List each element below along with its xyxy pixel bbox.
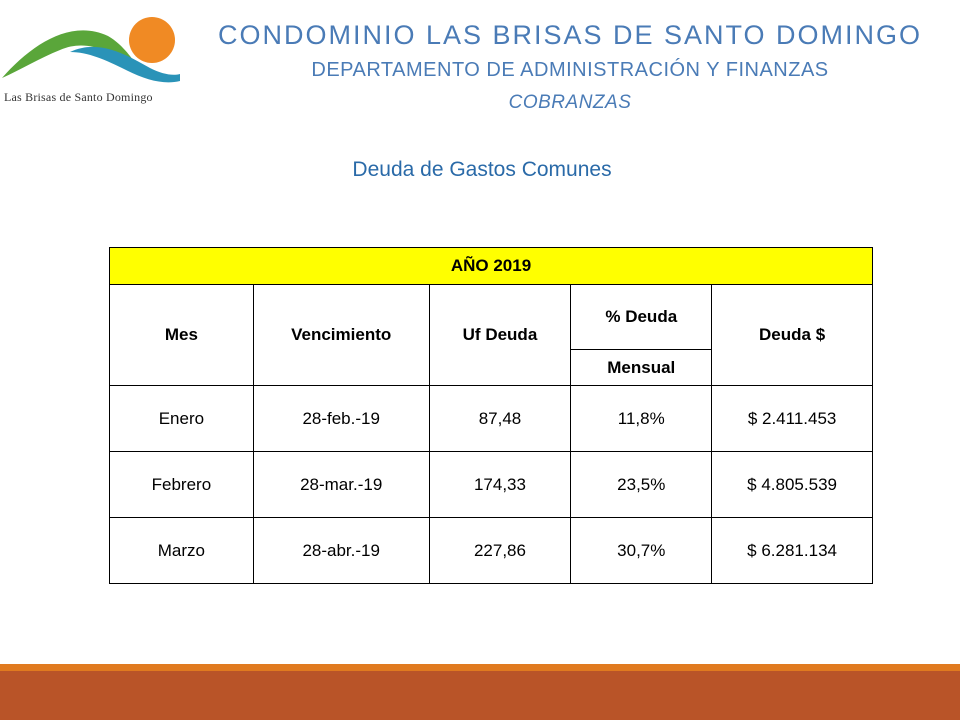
footer-bar: [0, 671, 960, 720]
cell-deuda: $ 4.805.539: [711, 451, 873, 518]
year-row: AÑO 2019: [109, 247, 873, 285]
cell-uf: 87,48: [428, 385, 572, 452]
cell-uf: 174,33: [428, 451, 572, 518]
cell-vencimiento: 28-abr.-19: [252, 517, 430, 584]
col-header-uf-deuda: Uf Deuda: [428, 284, 572, 386]
debt-table: AÑO 2019 Mes Vencimiento Uf Deuda % Deud…: [109, 247, 873, 584]
cell-deuda: $ 2.411.453: [711, 385, 873, 452]
col-header-pct-deuda: % Deuda: [570, 284, 713, 350]
header-row: Mes Vencimiento Uf Deuda % Deuda Deuda $: [109, 284, 873, 386]
header-title: CONDOMINIO LAS BRISAS DE SANTO DOMINGO: [217, 20, 923, 50]
cell-mes: Enero: [109, 385, 254, 452]
header-subtitle: COBRANZAS: [508, 92, 632, 113]
logo-sun: [129, 17, 175, 63]
year-label: AÑO 2019: [109, 247, 873, 285]
cell-pct: 30,7%: [570, 517, 713, 584]
cell-uf: 227,86: [428, 517, 572, 584]
col-header-vencimiento: Vencimiento: [252, 284, 430, 386]
cell-vencimiento: 28-feb.-19: [252, 385, 430, 452]
cell-vencimiento: 28-mar.-19: [252, 451, 430, 518]
cell-pct: 23,5%: [570, 451, 713, 518]
table-row: Febrero 28-mar.-19 174,33 23,5% $ 4.805.…: [109, 451, 873, 518]
table-row: Enero 28-feb.-19 87,48 11,8% $ 2.411.453: [109, 385, 873, 452]
col-header-deuda: Deuda $: [711, 284, 873, 386]
cell-mes: Marzo: [109, 517, 254, 584]
footer-accent-bar: [0, 664, 960, 671]
cell-deuda: $ 6.281.134: [711, 517, 873, 584]
table-row: Marzo 28-abr.-19 227,86 30,7% $ 6.281.13…: [109, 517, 873, 584]
cell-pct: 11,8%: [570, 385, 713, 452]
header-department: DEPARTAMENTO DE ADMINISTRACIÓN Y FINANZA…: [311, 59, 829, 81]
logo-text: Las Brisas de Santo Domingo: [4, 90, 153, 104]
cell-mes: Febrero: [109, 451, 254, 518]
col-header-mensual: Mensual: [570, 349, 713, 386]
logo-graphic: [2, 17, 180, 83]
logo-hill: [2, 30, 140, 78]
col-header-mes: Mes: [109, 284, 254, 386]
logo-wave: [70, 46, 180, 83]
section-title: Deuda de Gastos Comunes: [352, 158, 612, 181]
logo: Las Brisas de Santo Domingo: [0, 8, 185, 104]
